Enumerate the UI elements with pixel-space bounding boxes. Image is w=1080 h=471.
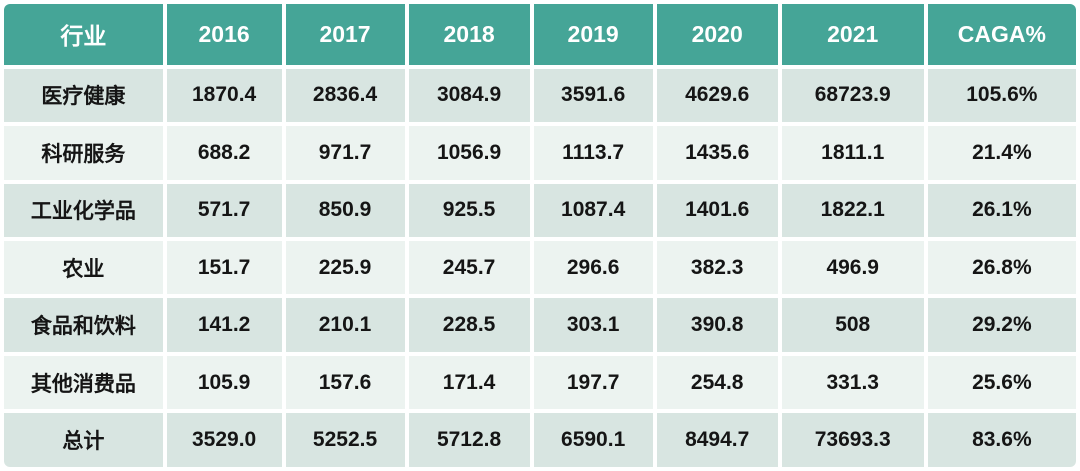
- cell-value: 141.2: [166, 298, 282, 352]
- table-row-industrial-chemicals: 工业化学品 571.7 850.9 925.5 1087.4 1401.6 18…: [4, 183, 1076, 238]
- cell-value: 3591.6: [533, 68, 653, 123]
- cell-value: 105.9: [166, 355, 282, 410]
- row-label: 总计: [4, 413, 163, 467]
- cell-value: 1087.4: [533, 183, 653, 238]
- cell-value: 6590.1: [533, 413, 653, 467]
- cell-value: 1811.1: [781, 126, 924, 180]
- cell-value: 105.6%: [927, 68, 1076, 123]
- header-row: 行业 2016 2017 2018 2019 2020 2021 CAGA%: [4, 4, 1076, 65]
- cell-value: 157.6: [285, 355, 405, 410]
- cell-value: 228.5: [408, 298, 530, 352]
- cell-value: 254.8: [656, 355, 778, 410]
- cell-value: 8494.7: [656, 413, 778, 467]
- cell-value: 21.4%: [927, 126, 1076, 180]
- table-row-total: 总计 3529.0 5252.5 5712.8 6590.1 8494.7 73…: [4, 413, 1076, 467]
- table-row-agriculture: 农业 151.7 225.9 245.7 296.6 382.3 496.9 2…: [4, 241, 1076, 295]
- cell-value: 3529.0: [166, 413, 282, 467]
- cell-value: 171.4: [408, 355, 530, 410]
- column-header-2019: 2019: [533, 4, 653, 65]
- cell-value: 2836.4: [285, 68, 405, 123]
- cell-value: 25.6%: [927, 355, 1076, 410]
- column-header-2016: 2016: [166, 4, 282, 65]
- table-row-other-consumer-goods: 其他消费品 105.9 157.6 171.4 197.7 254.8 331.…: [4, 355, 1076, 410]
- cell-value: 225.9: [285, 241, 405, 295]
- column-header-2017: 2017: [285, 4, 405, 65]
- cell-value: 29.2%: [927, 298, 1076, 352]
- column-header-2018: 2018: [408, 4, 530, 65]
- cell-value: 508: [781, 298, 924, 352]
- cell-value: 245.7: [408, 241, 530, 295]
- row-label: 其他消费品: [4, 355, 163, 410]
- cell-value: 971.7: [285, 126, 405, 180]
- row-label: 科研服务: [4, 126, 163, 180]
- cell-value: 571.7: [166, 183, 282, 238]
- cell-value: 5252.5: [285, 413, 405, 467]
- cell-value: 26.1%: [927, 183, 1076, 238]
- cell-value: 296.6: [533, 241, 653, 295]
- cell-value: 496.9: [781, 241, 924, 295]
- cell-value: 5712.8: [408, 413, 530, 467]
- column-header-2020: 2020: [656, 4, 778, 65]
- cell-value: 1113.7: [533, 126, 653, 180]
- cell-value: 197.7: [533, 355, 653, 410]
- cell-value: 331.3: [781, 355, 924, 410]
- cell-value: 83.6%: [927, 413, 1076, 467]
- table-row-research-services: 科研服务 688.2 971.7 1056.9 1113.7 1435.6 18…: [4, 126, 1076, 180]
- row-label: 工业化学品: [4, 183, 163, 238]
- column-header-industry: 行业: [4, 4, 163, 65]
- cell-value: 3084.9: [408, 68, 530, 123]
- cell-value: 688.2: [166, 126, 282, 180]
- row-label: 农业: [4, 241, 163, 295]
- column-header-caga: CAGA%: [927, 4, 1076, 65]
- cell-value: 1822.1: [781, 183, 924, 238]
- cell-value: 390.8: [656, 298, 778, 352]
- table-row-healthcare: 医疗健康 1870.4 2836.4 3084.9 3591.6 4629.6 …: [4, 68, 1076, 123]
- cell-value: 925.5: [408, 183, 530, 238]
- cell-value: 303.1: [533, 298, 653, 352]
- row-label: 医疗健康: [4, 68, 163, 123]
- cell-value: 1435.6: [656, 126, 778, 180]
- cell-value: 1870.4: [166, 68, 282, 123]
- row-label: 食品和饮料: [4, 298, 163, 352]
- cell-value: 26.8%: [927, 241, 1076, 295]
- column-header-2021: 2021: [781, 4, 924, 65]
- cell-value: 73693.3: [781, 413, 924, 467]
- cell-value: 382.3: [656, 241, 778, 295]
- cell-value: 151.7: [166, 241, 282, 295]
- cell-value: 210.1: [285, 298, 405, 352]
- cell-value: 68723.9: [781, 68, 924, 123]
- cell-value: 850.9: [285, 183, 405, 238]
- table-row-food-beverage: 食品和饮料 141.2 210.1 228.5 303.1 390.8 508 …: [4, 298, 1076, 352]
- cell-value: 1401.6: [656, 183, 778, 238]
- cell-value: 1056.9: [408, 126, 530, 180]
- cell-value: 4629.6: [656, 68, 778, 123]
